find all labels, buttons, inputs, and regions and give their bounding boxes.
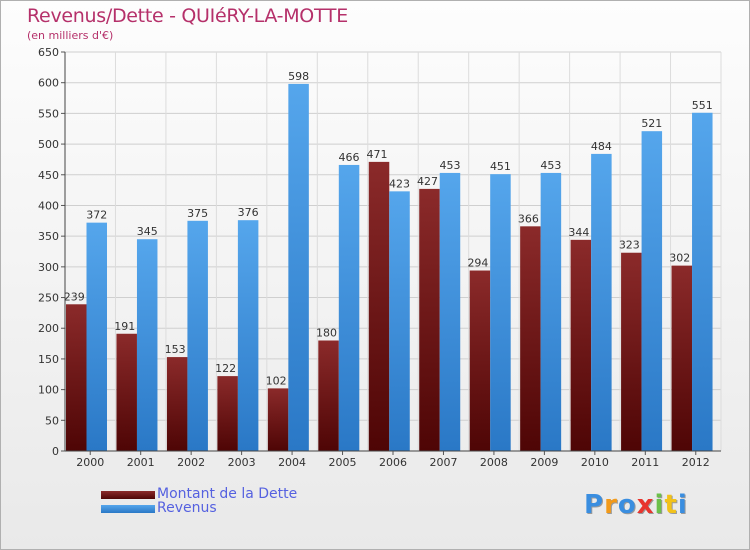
data-label-dette-2011: 323 xyxy=(619,239,640,252)
bar-dette-2002 xyxy=(166,357,188,451)
data-label-revenus-2000: 372 xyxy=(86,209,107,222)
data-label-revenus-2005: 466 xyxy=(339,151,360,164)
y-tick-label: 400 xyxy=(38,199,59,212)
x-tick-label: 2009 xyxy=(530,456,558,469)
data-label-dette-2012: 302 xyxy=(669,252,690,265)
proxiti-logo: Proxiti xyxy=(584,490,688,520)
data-label-revenus-2007: 453 xyxy=(439,159,460,172)
logo-letter: x xyxy=(636,490,655,520)
chart-subtitle: (en milliers d'€) xyxy=(27,29,114,42)
logo-letter: i xyxy=(654,490,665,520)
y-tick-label: 200 xyxy=(38,322,59,335)
bar-revenus-2004 xyxy=(288,83,309,452)
bar-dette-2012 xyxy=(671,265,693,451)
bar-revenus-2007 xyxy=(439,172,461,452)
data-label-dette-2006: 471 xyxy=(367,148,388,161)
x-tick-label: 2004 xyxy=(278,456,306,469)
y-tick-label: 150 xyxy=(38,353,59,366)
y-tick-label: 300 xyxy=(38,261,59,274)
bar-dette-2009 xyxy=(520,226,541,451)
data-label-revenus-2004: 598 xyxy=(288,70,309,83)
bar-revenus-2011 xyxy=(641,131,663,451)
data-label-revenus-2012: 551 xyxy=(692,99,713,112)
y-tick-label: 550 xyxy=(38,107,59,120)
bar-revenus-2009 xyxy=(540,172,562,452)
x-tick-label: 2011 xyxy=(631,456,659,469)
y-tick-label: 0 xyxy=(52,445,59,458)
y-tick-label: 100 xyxy=(38,384,59,397)
bar-dette-2000 xyxy=(66,304,87,451)
data-label-revenus-2001: 345 xyxy=(137,225,158,238)
y-tick-label: 450 xyxy=(38,169,59,182)
bar-revenus-2003 xyxy=(237,220,259,451)
bar-chart: 239 372 191 345 153 375 122 376 102 598 180 466 471 4… xyxy=(38,46,722,469)
x-tick-label: 2001 xyxy=(127,456,155,469)
bar-dette-2004 xyxy=(267,388,289,451)
data-label-dette-2001: 191 xyxy=(114,320,135,333)
y-tick-label: 50 xyxy=(45,414,59,427)
x-tick-label: 2008 xyxy=(480,456,508,469)
bar-revenus-2006 xyxy=(389,191,410,451)
bar-dette-2008 xyxy=(469,270,491,451)
y-tick-label: 600 xyxy=(38,77,59,90)
x-tick-label: 2002 xyxy=(177,456,205,469)
data-label-dette-2002: 153 xyxy=(165,343,186,356)
data-label-revenus-2010: 484 xyxy=(591,140,612,153)
bar-revenus-2012 xyxy=(692,112,713,452)
data-label-revenus-2006: 423 xyxy=(389,177,410,190)
data-label-revenus-2003: 376 xyxy=(238,206,259,219)
bar-dette-2006 xyxy=(368,161,390,451)
data-label-dette-2009: 366 xyxy=(518,212,539,225)
chart-title: Revenus/Dette - QUIéRY-LA-MOTTE xyxy=(27,5,348,27)
bar-dette-2005 xyxy=(318,340,339,451)
legend-label-dette: Montant de la Dette xyxy=(157,486,298,502)
data-label-dette-2003: 122 xyxy=(215,362,236,375)
x-tick-label: 2000 xyxy=(76,456,104,469)
y-tick-label: 650 xyxy=(38,46,59,59)
y-tick-label: 350 xyxy=(38,230,59,243)
x-tick-label: 2006 xyxy=(379,456,407,469)
logo-letter: t xyxy=(664,490,678,520)
data-label-dette-2008: 294 xyxy=(467,257,488,270)
y-tick-label: 250 xyxy=(38,292,59,305)
data-label-dette-2000: 239 xyxy=(64,290,85,303)
data-label-dette-2005: 180 xyxy=(316,327,337,340)
x-tick-label: 2010 xyxy=(581,456,609,469)
legend-swatch-dette xyxy=(101,491,155,499)
bar-revenus-2005 xyxy=(338,164,360,451)
x-tick-label: 2003 xyxy=(228,456,256,469)
bar-dette-2001 xyxy=(116,333,137,451)
bar-revenus-2000 xyxy=(86,222,107,451)
data-label-dette-2007: 427 xyxy=(417,175,438,188)
legend-swatch-revenus xyxy=(101,505,155,513)
bar-revenus-2010 xyxy=(591,153,612,451)
x-tick-label: 2005 xyxy=(329,456,357,469)
data-label-revenus-2002: 375 xyxy=(187,207,208,220)
bar-revenus-2001 xyxy=(136,239,158,451)
bar-revenus-2002 xyxy=(187,220,208,451)
bar-revenus-2008 xyxy=(490,174,511,451)
bar-dette-2007 xyxy=(419,188,440,451)
data-label-dette-2010: 344 xyxy=(568,226,589,239)
logo-letter: i xyxy=(677,490,688,520)
bar-dette-2011 xyxy=(621,252,642,451)
bar-dette-2010 xyxy=(570,239,592,451)
logo-letter: o xyxy=(617,490,637,520)
data-label-dette-2004: 102 xyxy=(266,374,287,387)
data-label-revenus-2011: 521 xyxy=(641,117,662,130)
x-tick-label: 2007 xyxy=(429,456,457,469)
y-tick-label: 500 xyxy=(38,138,59,151)
bar-dette-2003 xyxy=(217,376,238,451)
logo-letter: P xyxy=(584,490,605,520)
logo-letter: r xyxy=(604,490,618,520)
data-label-revenus-2008: 451 xyxy=(490,160,511,173)
data-label-revenus-2009: 453 xyxy=(540,159,561,172)
legend-label-revenus: Revenus xyxy=(157,500,217,516)
x-tick-label: 2012 xyxy=(682,456,710,469)
